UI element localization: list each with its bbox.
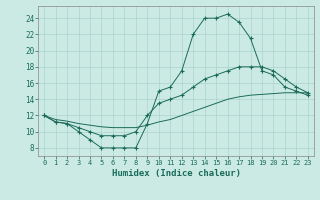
X-axis label: Humidex (Indice chaleur): Humidex (Indice chaleur) [111,169,241,178]
